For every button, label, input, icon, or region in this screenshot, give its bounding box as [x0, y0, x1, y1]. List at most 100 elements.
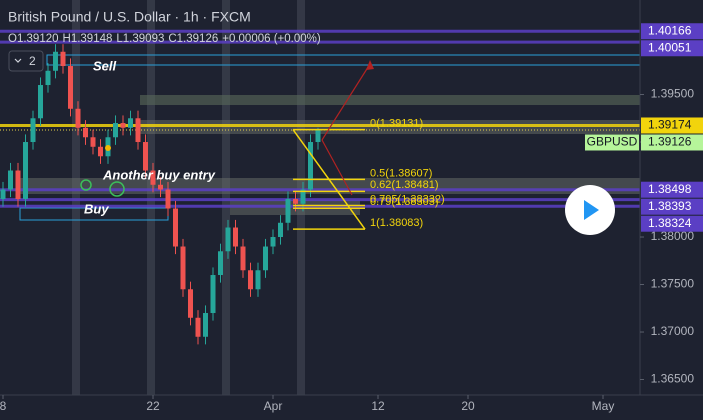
- candle-body: [300, 189, 306, 204]
- candle-body: [75, 108, 81, 128]
- y-tick-label: 1.39500: [651, 87, 695, 101]
- level-label: 1.39126: [648, 135, 692, 149]
- candle-body: [90, 137, 96, 147]
- interval-button[interactable]: 2: [8, 50, 44, 72]
- ohlc-value: H1.39148: [63, 33, 113, 45]
- candle-body: [120, 123, 126, 128]
- marker: [105, 145, 111, 151]
- level-tag: [641, 181, 703, 198]
- level-label: 1.40166: [648, 23, 692, 37]
- y-tick-label: 1.37500: [651, 277, 695, 291]
- candle-body: [285, 199, 291, 223]
- candle-body: [67, 66, 73, 109]
- candle-body: [45, 70, 51, 86]
- chart-title: British Pound / U.S. Dollar · 1h · FXCM: [8, 9, 251, 25]
- arrow-line: [321, 63, 371, 141]
- fibonacci: 0(1.39131) 0.5(1.38607)0.62(1.38481) 0.705…: [292, 117, 445, 230]
- marker: [80, 179, 92, 191]
- ohlc-value: L1.39093: [116, 33, 164, 45]
- x-tick-label: 20: [461, 399, 475, 413]
- candle-body: [187, 289, 193, 318]
- candle-body: [315, 129, 321, 143]
- level-label: 1.40051: [648, 40, 692, 54]
- fib-label: 0.62(1.38481): [370, 179, 439, 191]
- candle-body: [240, 246, 246, 271]
- candle-body: [202, 313, 208, 337]
- x-tick-label: 12: [371, 399, 385, 413]
- zone: [140, 95, 640, 105]
- session-band: [222, 0, 230, 395]
- symbol-tag: [585, 134, 639, 151]
- fib-label: 0.705(1.38332): [370, 193, 445, 205]
- candle-body: [37, 85, 43, 119]
- candle-body: [135, 118, 141, 143]
- candle-body: [172, 208, 178, 247]
- candle-body: [195, 317, 201, 337]
- candle-body: [225, 227, 231, 252]
- candle-body: [277, 222, 283, 238]
- level-tag: [641, 215, 703, 232]
- candle-body: [142, 142, 148, 171]
- candle-body: [157, 184, 163, 190]
- fib-diagonal: [292, 129, 366, 230]
- candle-body: [165, 189, 171, 209]
- path-line: [321, 139, 353, 196]
- ohlc-value: +0.00006 (+0.00%): [222, 33, 321, 45]
- drawings: [80, 60, 374, 197]
- candle-body: [97, 146, 103, 157]
- fib-label: 0.79(1.38303): [370, 196, 439, 208]
- level-label: 1.39174: [648, 118, 692, 132]
- level-tag: [641, 117, 703, 134]
- ohlc-value: O1.39120: [8, 33, 59, 45]
- marker: [109, 181, 125, 197]
- x-tick-label: 8: [0, 399, 7, 413]
- fib-label: 0.5(1.38607): [370, 167, 432, 179]
- chevron: [14, 58, 22, 63]
- candle-body: [7, 170, 13, 190]
- level-label: 1.38498: [648, 182, 692, 196]
- y-tick-label: 1.38000: [651, 229, 695, 243]
- arrow-head: [366, 60, 374, 70]
- candle-body: [52, 51, 58, 71]
- candles: [0, 44, 321, 345]
- candle-body: [232, 227, 238, 247]
- levels: [0, 29, 640, 208]
- y-tick-label: 1.37000: [651, 324, 695, 338]
- play-button[interactable]: [565, 185, 615, 235]
- play-icon: [584, 200, 599, 220]
- candle-body: [82, 127, 88, 138]
- level-tag: [641, 23, 703, 40]
- candle-body: [60, 51, 66, 67]
- candle-body: [210, 275, 216, 314]
- symbol-label: GBPUSD: [587, 135, 638, 149]
- x-tick-label: Apr: [264, 399, 283, 413]
- candle-body: [262, 246, 268, 271]
- candle-body: [180, 246, 186, 290]
- candle-body: [255, 270, 261, 290]
- button-label[interactable]: 2: [29, 54, 36, 68]
- level-tag: [641, 134, 703, 151]
- annotation: Sell: [93, 58, 117, 73]
- level-label: 1.38324: [648, 216, 692, 230]
- candle-body: [292, 199, 298, 204]
- fib-label: 1(1.38083): [370, 217, 423, 229]
- annotation: Buy: [84, 201, 109, 216]
- fib-label: 0(1.39131): [370, 117, 423, 129]
- candle-body: [270, 237, 276, 247]
- session-band: [72, 0, 80, 395]
- candle-body: [15, 170, 21, 200]
- candle-body: [217, 251, 223, 276]
- candle-body: [112, 123, 118, 138]
- level-tag: [641, 40, 703, 57]
- axes: 1.365001.370001.375001.380001.390001.395…: [0, 23, 703, 413]
- x-tick-label: May: [592, 399, 615, 413]
- candle-body: [247, 270, 253, 290]
- ohlc-value: C1.39126: [168, 33, 218, 45]
- candle-body: [22, 142, 28, 200]
- candle-body: [0, 189, 6, 200]
- button-frame[interactable]: [8, 50, 44, 72]
- ohlc-legend: O1.39120 H1.39148 L1.39093 C1.39126 +0.00006…: [8, 33, 321, 45]
- level-tag: [641, 198, 703, 215]
